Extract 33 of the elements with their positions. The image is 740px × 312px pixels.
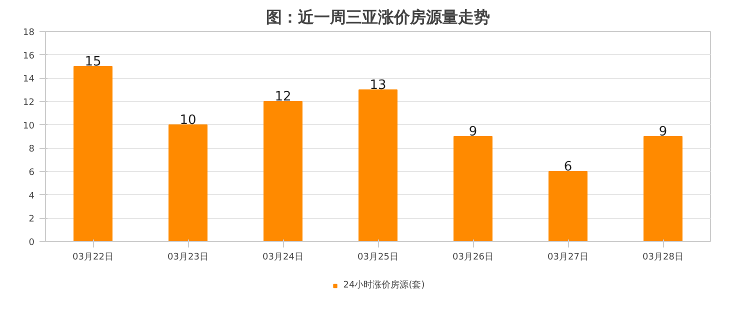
y-tick-label: 8: [28, 144, 35, 155]
bar: [644, 136, 682, 242]
bar: [358, 89, 398, 242]
data-label: 10: [180, 112, 196, 128]
data-label: 9: [468, 124, 478, 140]
x-tick-label: 03月22日: [72, 252, 114, 262]
x-tick-label: 03月26日: [452, 252, 494, 262]
x-tick-label: 03月23日: [168, 252, 208, 262]
data-label: 9: [658, 124, 668, 140]
y-tick-label: 14: [23, 74, 35, 85]
x-tick-label: 03月28日: [642, 252, 684, 262]
x-tick-label: 03月24日: [262, 252, 304, 262]
y-tick-label: 2: [28, 214, 35, 225]
data-label: 13: [370, 78, 386, 93]
legend-label: 24小时涨价房源(套): [343, 279, 425, 292]
bar: [548, 171, 588, 242]
y-tick-label: 18: [23, 28, 35, 38]
bar: [454, 136, 492, 242]
x-tick-label: 03月27日: [548, 252, 588, 262]
data-label: 12: [274, 90, 292, 104]
data-label: 6: [564, 160, 572, 174]
bar: [264, 101, 302, 242]
y-tick-label: 16: [23, 51, 35, 62]
y-tick-label: 10: [23, 121, 35, 132]
bar: [74, 66, 112, 242]
y-tick-label: 0: [28, 238, 35, 248]
y-tick-label: 6: [28, 168, 35, 178]
bar: [168, 124, 208, 242]
x-tick-label: 03月25日: [358, 252, 398, 262]
data-label: 15: [84, 54, 102, 70]
chart-title: 图：近一周三亚涨价房源量走势: [266, 8, 490, 26]
y-tick-label: 12: [23, 98, 34, 108]
y-tick-label: 4: [28, 191, 35, 202]
